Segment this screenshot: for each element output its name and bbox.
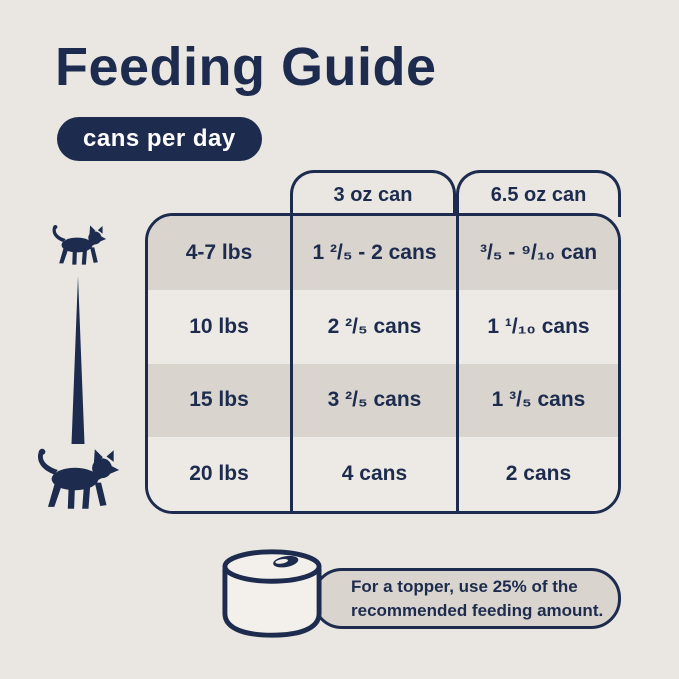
small-cat-icon: [52, 225, 107, 265]
badge-label: cans per day: [83, 125, 236, 152]
large-cat-icon: [37, 448, 120, 509]
weight-cell: 4-7 lbs: [185, 240, 253, 264]
large-can-cell: 1 ³/₅ cans: [456, 363, 618, 438]
table-row: 10 lbs 2 ²/₅ cans 1 ¹/₁₀ cans: [148, 289, 618, 364]
large-can-cell: ³/₅ - ⁹/₁₀ can: [456, 216, 618, 290]
small-can-cell: 2 ²/₅ cans: [290, 289, 456, 364]
weight-cell: 15 lbs: [189, 388, 249, 412]
small-can-cell: 3 ²/₅ cans: [290, 363, 456, 438]
weight-cell: 20 lbs: [189, 462, 249, 486]
table-row: 20 lbs 4 cans 2 cans: [148, 437, 618, 511]
growth-wedge-icon: [71, 276, 85, 444]
large-can-cell: 1 ¹/₁₀ cans: [456, 289, 618, 364]
column-header-6-5oz: 6.5 oz can: [456, 170, 621, 217]
topper-note: For a topper, use 25% of the recommended…: [312, 568, 621, 629]
column-header-3oz: 3 oz can: [290, 170, 456, 217]
page-title: Feeding Guide: [55, 37, 437, 97]
small-can-cell: 1 ²/₅ - 2 cans: [290, 216, 456, 290]
note-line-1: For a topper, use 25% of the: [351, 576, 578, 596]
note-line-2: recommended feeding amount.: [351, 600, 604, 620]
table-row: 4-7 lbs 1 ²/₅ - 2 cans ³/₅ - ⁹/₁₀ can: [148, 216, 618, 290]
cans-per-day-badge: cans per day: [57, 117, 262, 161]
weight-cell: 10 lbs: [189, 314, 249, 338]
table-row: 15 lbs 3 ²/₅ cans 1 ³/₅ cans: [148, 363, 618, 438]
food-can-icon: [222, 549, 322, 638]
large-can-cell: 2 cans: [456, 437, 618, 511]
feeding-table: 4-7 lbs 1 ²/₅ - 2 cans ³/₅ - ⁹/₁₀ can 10…: [145, 213, 621, 514]
small-can-cell: 4 cans: [290, 437, 456, 511]
